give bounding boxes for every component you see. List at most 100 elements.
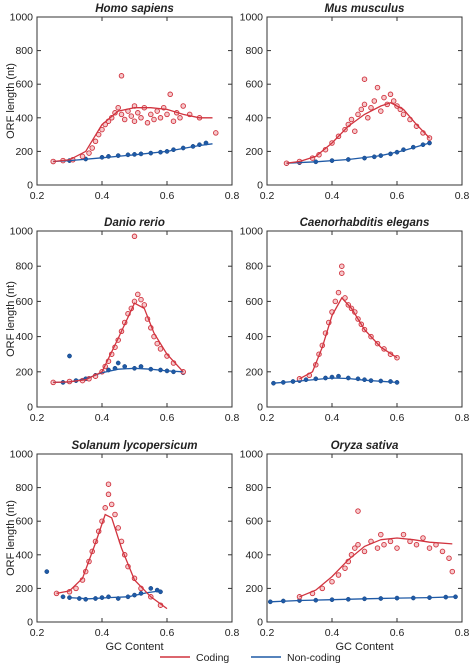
data-point-coding (332, 298, 339, 305)
data-point-coding (355, 111, 361, 118)
y-tick-label: 600 (15, 296, 33, 308)
plot-area (267, 508, 458, 605)
data-point-coding (335, 289, 342, 296)
trend-line-coding (56, 513, 168, 610)
data-point-coding (102, 505, 108, 511)
data-point-coding (368, 104, 374, 111)
x-tick-label: 0.8 (225, 627, 240, 639)
data-point-coding (361, 76, 368, 82)
data-point-coding (342, 295, 348, 301)
data-point-coding (105, 481, 112, 487)
plot-area (44, 481, 168, 610)
data-point-coding (394, 545, 400, 551)
y-tick-label: 600 (245, 516, 263, 528)
y-tick-label: 200 (15, 146, 33, 158)
data-point-coding (329, 578, 335, 585)
x-tick-label: 0.2 (30, 627, 45, 639)
data-point-coding (335, 572, 342, 578)
x-tick-label: 0.6 (390, 412, 405, 424)
panel-title: Oryza sativa (331, 440, 399, 452)
x-tick-label: 0.4 (325, 190, 340, 202)
plot-area (271, 263, 400, 386)
plot-frame (266, 453, 463, 623)
trend-line-noncoding (286, 142, 430, 164)
data-point-coding (115, 104, 121, 111)
data-point-noncoding (44, 569, 50, 574)
trend-line-coding (299, 296, 398, 380)
y-tick-label: 800 (15, 482, 33, 494)
data-point-coding (361, 101, 368, 108)
x-tick-label: 0.4 (95, 627, 110, 639)
x-tick-label: 0.4 (325, 627, 340, 639)
data-point-coding (148, 111, 154, 118)
legend-label-noncoding: Non-coding (287, 652, 341, 664)
data-point-coding (157, 115, 164, 121)
data-point-coding (400, 531, 407, 538)
data-point-noncoding (158, 589, 163, 595)
y-tick-label: 1000 (240, 12, 264, 24)
data-point-coding (154, 108, 160, 114)
data-point-coding (381, 94, 387, 101)
data-point-coding (99, 126, 105, 133)
data-point-coding (342, 565, 348, 571)
x-tick-label: 0.8 (455, 190, 470, 202)
chart-panel-3: 0 200 400 600 800 1000 0.2 0.4 0.6 0.8 Caenorhabdi… (240, 217, 470, 424)
data-point-coding (112, 511, 118, 518)
y-tick-label: 800 (245, 261, 263, 273)
data-point-coding (420, 535, 426, 541)
chart-panel-0: 0 200 400 600 800 1000 0.2 0.4 0.6 0.8 Homo sapien… (5, 3, 239, 202)
data-point-coding (92, 138, 99, 145)
data-point-coding (352, 545, 358, 551)
data-point-coding (378, 531, 384, 538)
data-point-coding (339, 263, 345, 269)
plot-frame (36, 16, 233, 186)
data-point-coding (115, 525, 121, 531)
data-point-coding (339, 270, 345, 276)
x-tick-label: 0.4 (325, 412, 340, 424)
data-point-coding (170, 118, 177, 124)
y-tick-label: 800 (15, 45, 33, 57)
x-axis-title: GC Content (335, 641, 393, 653)
trend-line-noncoding (270, 596, 456, 603)
data-point-coding (128, 113, 135, 119)
trend-line-coding (53, 107, 213, 163)
data-point-coding (446, 555, 452, 561)
x-tick-label: 0.2 (30, 190, 45, 202)
x-tick-label: 0.8 (455, 627, 470, 639)
y-axis-title: ORF length (nt) (5, 500, 17, 576)
x-tick-label: 0.8 (455, 412, 470, 424)
data-point-coding (400, 111, 407, 118)
y-axis-title: ORF length (nt) (5, 281, 17, 357)
data-point-coding (387, 91, 394, 98)
x-tick-label: 0.2 (260, 412, 275, 424)
y-tick-label: 0 (27, 180, 33, 192)
y-tick-label: 800 (245, 45, 263, 57)
y-tick-label: 200 (245, 366, 263, 378)
data-point-noncoding (148, 586, 154, 591)
y-tick-label: 400 (245, 549, 263, 561)
data-point-coding (135, 291, 141, 298)
x-tick-label: 0.6 (160, 627, 175, 639)
data-point-coding (79, 153, 86, 160)
data-point-coding (378, 108, 384, 114)
data-point-coding (164, 111, 170, 118)
y-tick-label: 200 (15, 366, 33, 378)
data-point-coding (144, 120, 151, 126)
x-tick-label: 0.6 (160, 412, 175, 424)
plot-frame (36, 230, 233, 408)
y-tick-label: 800 (245, 482, 263, 494)
data-point-coding (390, 98, 397, 104)
y-tick-label: 0 (257, 402, 263, 414)
data-point-coding (121, 116, 128, 123)
data-point-coding (138, 296, 144, 303)
y-axis-title: ORF length (nt) (5, 63, 17, 139)
trend-line-noncoding (69, 590, 161, 600)
data-point-coding (426, 545, 433, 551)
plot-frame (36, 453, 233, 623)
trend-line-coding (53, 302, 184, 384)
data-point-noncoding (115, 360, 121, 366)
data-point-coding (374, 545, 381, 551)
data-point-coding (180, 103, 186, 109)
data-point-coding (213, 130, 219, 136)
y-tick-label: 600 (15, 516, 33, 528)
